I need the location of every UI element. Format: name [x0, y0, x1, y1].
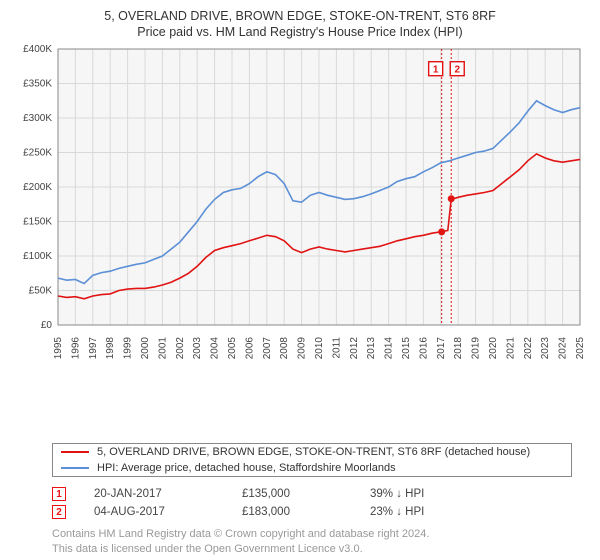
svg-text:2008: 2008 — [279, 336, 290, 359]
svg-text:2014: 2014 — [384, 336, 395, 359]
legend-row-property: 5, OVERLAND DRIVE, BROWN EDGE, STOKE-ON-… — [53, 444, 571, 460]
svg-text:2000: 2000 — [140, 336, 151, 359]
footer-line2: This data is licensed under the Open Gov… — [52, 542, 588, 556]
legend-swatch-property — [61, 451, 89, 453]
svg-text:£150K: £150K — [23, 216, 52, 227]
svg-text:2016: 2016 — [418, 336, 429, 359]
svg-text:2020: 2020 — [488, 336, 499, 359]
figure-container: 5, OVERLAND DRIVE, BROWN EDGE, STOKE-ON-… — [0, 0, 600, 560]
svg-text:1999: 1999 — [123, 336, 134, 359]
svg-text:£100K: £100K — [23, 251, 52, 262]
svg-text:£250K: £250K — [23, 147, 52, 158]
svg-text:2012: 2012 — [349, 336, 360, 359]
svg-text:2023: 2023 — [540, 336, 551, 359]
svg-text:£200K: £200K — [23, 182, 52, 193]
transaction-price: £183,000 — [242, 506, 342, 518]
transaction-date: 04-AUG-2017 — [94, 506, 214, 518]
svg-text:2011: 2011 — [331, 336, 342, 358]
footer-line1: Contains HM Land Registry data © Crown c… — [52, 527, 588, 541]
svg-text:£400K: £400K — [23, 44, 52, 55]
svg-text:2007: 2007 — [262, 336, 273, 359]
svg-text:£300K: £300K — [23, 113, 52, 124]
svg-text:£350K: £350K — [23, 78, 52, 89]
svg-text:2005: 2005 — [227, 336, 238, 359]
svg-text:1997: 1997 — [88, 336, 99, 359]
svg-text:2024: 2024 — [558, 336, 569, 359]
svg-text:1998: 1998 — [105, 336, 116, 359]
legend-swatch-hpi — [61, 467, 89, 469]
transaction-rows: 1 20-JAN-2017 £135,000 39% ↓ HPI 2 04-AU… — [52, 485, 572, 521]
svg-text:2010: 2010 — [314, 336, 325, 359]
transaction-delta: 39% ↓ HPI — [370, 488, 470, 500]
svg-text:1996: 1996 — [70, 336, 81, 359]
transaction-marker-icon: 1 — [52, 487, 66, 501]
svg-text:2: 2 — [454, 65, 460, 76]
svg-text:£50K: £50K — [29, 285, 53, 296]
transaction-row: 1 20-JAN-2017 £135,000 39% ↓ HPI — [52, 485, 572, 503]
svg-text:2002: 2002 — [175, 336, 186, 359]
transaction-row: 2 04-AUG-2017 £183,000 23% ↓ HPI — [52, 503, 572, 521]
svg-text:2003: 2003 — [192, 336, 203, 359]
legend-label-property: 5, OVERLAND DRIVE, BROWN EDGE, STOKE-ON-… — [97, 446, 530, 458]
line-chart: £0 £50K £100K £150K £200K £250K £300K £350K £400… — [12, 43, 588, 363]
svg-text:£0: £0 — [41, 320, 53, 331]
transaction-marker-icon: 2 — [52, 505, 66, 519]
chart-area: £0 £50K £100K £150K £200K £250K £300K £350K £400… — [12, 43, 588, 438]
svg-text:2021: 2021 — [505, 336, 516, 359]
svg-text:2009: 2009 — [297, 336, 308, 359]
svg-text:2001: 2001 — [157, 336, 168, 359]
legend: 5, OVERLAND DRIVE, BROWN EDGE, STOKE-ON-… — [52, 443, 572, 477]
legend-row-hpi: HPI: Average price, detached house, Staf… — [53, 460, 571, 476]
chart-title-line1: 5, OVERLAND DRIVE, BROWN EDGE, STOKE-ON-… — [12, 8, 588, 25]
svg-text:2019: 2019 — [471, 336, 482, 359]
footer-attribution: Contains HM Land Registry data © Crown c… — [52, 527, 588, 556]
svg-text:2025: 2025 — [575, 336, 586, 359]
svg-text:2015: 2015 — [401, 336, 412, 359]
legend-label-hpi: HPI: Average price, detached house, Staf… — [97, 462, 396, 474]
transaction-date: 20-JAN-2017 — [94, 488, 214, 500]
svg-text:1995: 1995 — [53, 336, 64, 359]
svg-text:2006: 2006 — [244, 336, 255, 359]
transaction-price: £135,000 — [242, 488, 342, 500]
svg-text:2013: 2013 — [366, 336, 377, 359]
svg-text:2017: 2017 — [436, 336, 447, 359]
svg-text:2018: 2018 — [453, 336, 464, 359]
chart-title-line2: Price paid vs. HM Land Registry's House … — [12, 25, 588, 39]
svg-text:2004: 2004 — [210, 336, 221, 359]
svg-text:1: 1 — [433, 65, 439, 76]
transaction-delta: 23% ↓ HPI — [370, 506, 470, 518]
svg-text:2022: 2022 — [523, 336, 534, 359]
